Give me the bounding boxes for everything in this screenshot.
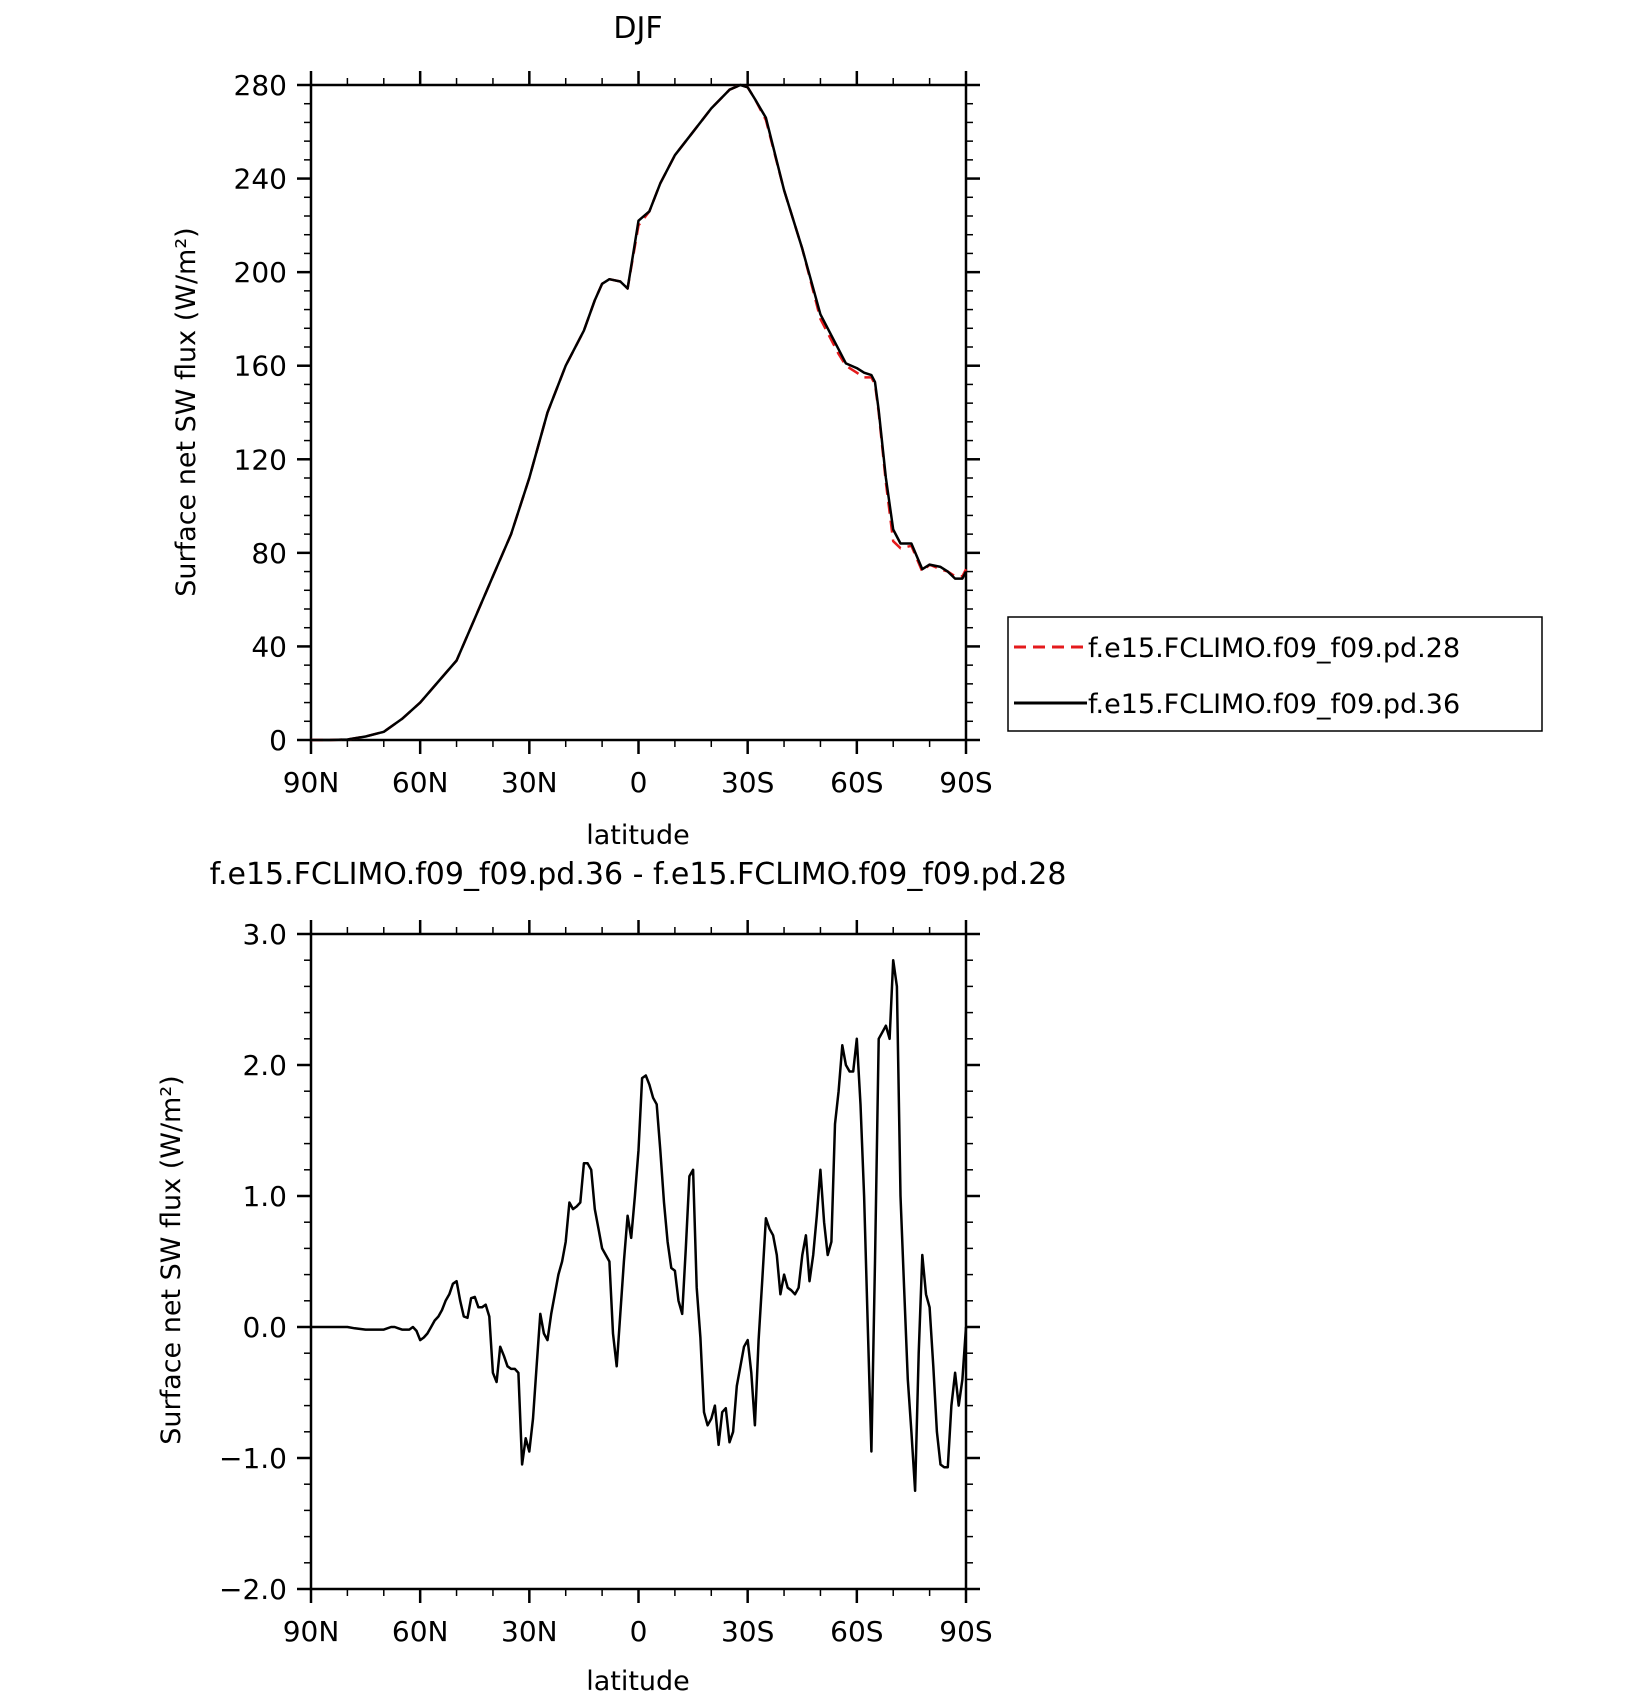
legend: f.e15.FCLIMO.f09_f09.pd.28 f.e15.FCLIMO.… xyxy=(1007,616,1543,732)
bottom-series-line-0 xyxy=(311,958,968,1493)
top-lines xyxy=(311,83,968,742)
top-y-tick-label: 80 xyxy=(251,537,287,570)
bottom-x-axis-label: latitude xyxy=(586,1666,690,1697)
bottom-x-tick-label: 60N xyxy=(392,1615,449,1648)
top-x-axis-label: latitude xyxy=(586,820,690,851)
bottom-y-tick-label: 2.0 xyxy=(242,1049,287,1082)
bottom-panel: f.e15.FCLIMO.f09_f09.pd.36 - f.e15.FCLIM… xyxy=(156,857,1066,1697)
bottom-x-tick-label: 0 xyxy=(630,1615,648,1648)
top-y-tick-label: 160 xyxy=(234,350,287,383)
legend-box xyxy=(1007,616,1543,732)
top-chart-title: DJF xyxy=(613,11,662,46)
bottom-y-tick-label: 1.0 xyxy=(242,1180,287,1213)
top-x-tick-label: 0 xyxy=(630,766,648,799)
top-y-tick-label: 120 xyxy=(234,443,287,476)
top-y-tick-label: 280 xyxy=(234,69,287,102)
bottom-x-tick-label: 30S xyxy=(721,1615,774,1648)
bottom-chart-title: f.e15.FCLIMO.f09_f09.pd.36 - f.e15.FCLIM… xyxy=(210,857,1067,892)
top-y-tick-label: 200 xyxy=(234,256,287,289)
bottom-y-tick-label: 0.0 xyxy=(242,1311,287,1344)
top-y-axis-label: Surface net SW flux (W/m²) xyxy=(171,227,202,596)
legend-label-pd28: f.e15.FCLIMO.f09_f09.pd.28 xyxy=(1088,633,1460,664)
top-x-tick-label: 90N xyxy=(283,766,340,799)
top-y-tick-label: 40 xyxy=(251,630,287,663)
bottom-y-axis-label: Surface net SW flux (W/m²) xyxy=(156,1075,187,1444)
top-panel: DJF 90N 60N 30N 0 30S 60S 90S 0 40 80 120 160 200 240… xyxy=(171,11,1543,851)
top-x-tick-label: 90S xyxy=(939,766,992,799)
bottom-x-tick-label: 90N xyxy=(283,1615,340,1648)
top-series-line-0 xyxy=(311,83,968,742)
top-y-tick-label: 0 xyxy=(269,724,287,757)
top-y-tick-label: 240 xyxy=(234,163,287,196)
top-plot-frame xyxy=(309,83,968,742)
bottom-x-tick-label: 90S xyxy=(939,1615,992,1648)
bottom-lines xyxy=(311,958,968,1493)
bottom-y-tick-label: −1.0 xyxy=(219,1442,287,1475)
top-x-tick-label: 30N xyxy=(501,766,558,799)
bottom-plot-frame xyxy=(309,932,968,1591)
bottom-ticks: 90N 60N 30N 0 30S 60S 90S −2.0 −1.0 0.0 1.0 2.0 3.0 xyxy=(219,918,993,1648)
bottom-x-tick-label: 30N xyxy=(501,1615,558,1648)
top-ticks: 90N 60N 30N 0 30S 60S 90S 0 40 80 120 160 200 240 280 xyxy=(234,69,993,799)
top-x-tick-label: 60N xyxy=(392,766,449,799)
top-x-tick-label: 60S xyxy=(830,766,883,799)
top-series-line-1 xyxy=(311,83,968,742)
top-x-tick-label: 30S xyxy=(721,766,774,799)
bottom-y-tick-label: 3.0 xyxy=(242,918,287,951)
legend-label-pd36: f.e15.FCLIMO.f09_f09.pd.36 xyxy=(1088,689,1460,720)
bottom-x-tick-label: 60S xyxy=(830,1615,883,1648)
bottom-y-tick-label: −2.0 xyxy=(219,1573,287,1606)
